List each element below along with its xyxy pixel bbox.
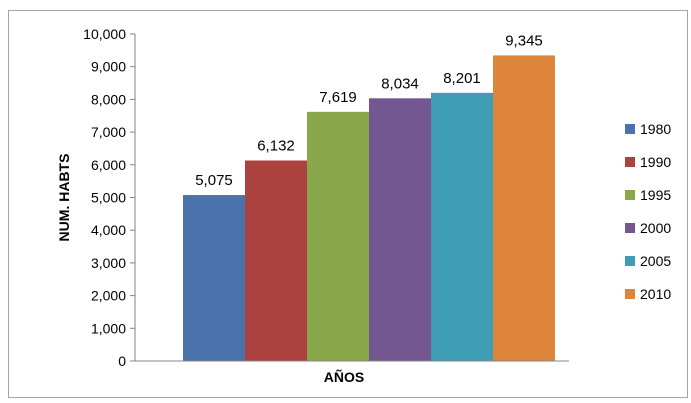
legend-label-1990: 1990 (640, 154, 671, 170)
bar-1990 (245, 160, 307, 361)
bar-1995 (307, 111, 369, 361)
legend: 1980 1990 1995 2000 2005 2010 (625, 121, 671, 302)
legend-swatch-2005 (625, 256, 635, 266)
y-tick-label: 3,000 (91, 255, 126, 271)
legend-swatch-1995 (625, 190, 635, 200)
legend-swatch-1990 (625, 157, 635, 167)
legend-label-1980: 1980 (640, 121, 671, 137)
bar-chart: 0 1,000 2,000 3,000 4,000 5,000 6,000 7,000 8,00… (56, 26, 671, 385)
y-tick-label: 6,000 (91, 157, 126, 173)
bar-2010 (493, 55, 555, 362)
data-labels: 5,075 6,132 7,619 8,034 8,201 9,345 (195, 32, 543, 189)
y-tick-label: 2,000 (91, 288, 126, 304)
data-label-2000: 8,034 (381, 75, 419, 92)
y-tick-label: 1,000 (91, 320, 126, 336)
chart-frame: 0 1,000 2,000 3,000 4,000 5,000 6,000 7,000 8,00… (8, 10, 688, 398)
bar-2005 (431, 92, 493, 361)
y-tick-label: 8,000 (91, 91, 126, 107)
y-axis-title: NUM. HABTS (56, 154, 72, 242)
y-tick-label: 10,000 (83, 26, 126, 42)
bars (183, 55, 555, 362)
y-tick-label: 5,000 (91, 190, 126, 206)
bar-1980 (183, 195, 245, 361)
legend-label-2010: 2010 (640, 286, 671, 302)
x-axis-title: AÑOS (324, 368, 364, 385)
data-label-2010: 9,345 (505, 32, 543, 49)
y-tick-label: 7,000 (91, 124, 126, 140)
y-axis-ticks: 0 1,000 2,000 3,000 4,000 5,000 6,000 7,000 8,00… (83, 26, 135, 369)
y-tick-label: 4,000 (91, 222, 126, 238)
data-label-1990: 6,132 (257, 137, 295, 154)
data-label-1995: 7,619 (319, 89, 357, 106)
bar-2000 (369, 98, 431, 361)
legend-swatch-2010 (625, 289, 635, 299)
data-label-2005: 8,201 (443, 70, 481, 87)
y-tick-label: 9,000 (91, 59, 126, 75)
legend-swatch-1980 (625, 124, 635, 134)
legend-label-1995: 1995 (640, 187, 671, 203)
legend-swatch-2000 (625, 223, 635, 233)
data-label-1980: 5,075 (195, 172, 233, 189)
legend-label-2005: 2005 (640, 253, 671, 269)
legend-label-2000: 2000 (640, 220, 671, 236)
y-tick-label: 0 (118, 353, 126, 369)
